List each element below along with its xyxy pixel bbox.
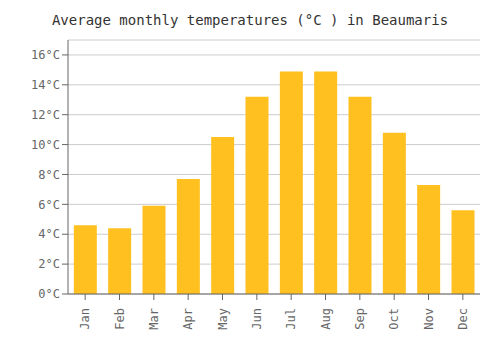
svg-text:Sep: Sep (353, 308, 367, 330)
svg-text:6°C: 6°C (38, 198, 60, 212)
svg-text:Aug: Aug (319, 308, 333, 330)
svg-text:8°C: 8°C (38, 168, 60, 182)
svg-text:Jan: Jan (78, 308, 92, 330)
svg-text:14°C: 14°C (31, 78, 60, 92)
svg-text:0°C: 0°C (38, 287, 60, 301)
html-text:Average monthly temperatures (: Average monthly temperatures (°C ) in Be… (51, 12, 449, 28)
svg-text:May: May (216, 308, 230, 330)
svg-text:Oct: Oct (387, 308, 401, 330)
svg-text:Nov: Nov (422, 308, 436, 330)
svg-text:Apr: Apr (181, 308, 195, 330)
svg-text:Dec: Dec (456, 308, 470, 330)
svg-text:4°C: 4°C (38, 227, 60, 241)
svg-text:16°C: 16°C (31, 48, 60, 62)
svg-text:Feb: Feb (113, 308, 127, 330)
svg-text:2°C: 2°C (38, 257, 60, 271)
svg-text:Mar: Mar (147, 308, 161, 330)
svg-text:10°C: 10°C (31, 138, 60, 152)
svg-text:12°C: 12°C (31, 108, 60, 122)
svg-text:Jun: Jun (250, 308, 264, 330)
svg-text:Jul: Jul (284, 308, 298, 330)
